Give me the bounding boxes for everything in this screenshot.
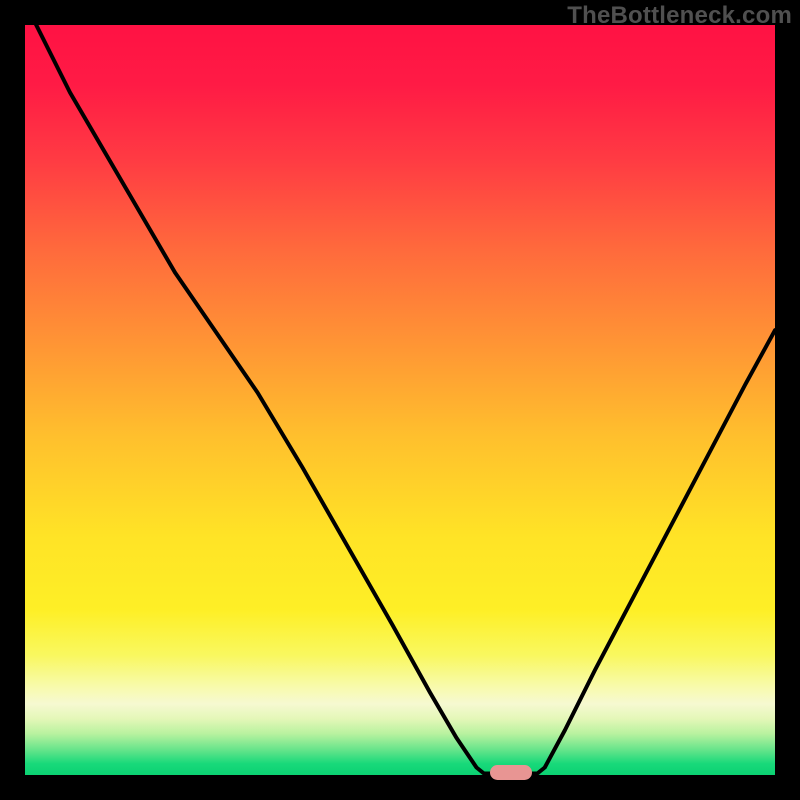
- optimum-marker: [490, 765, 533, 780]
- curve-layer: [25, 25, 775, 775]
- bottleneck-curve: [25, 25, 775, 774]
- plot-area: [25, 25, 775, 775]
- chart-frame: TheBottleneck.com: [0, 0, 800, 800]
